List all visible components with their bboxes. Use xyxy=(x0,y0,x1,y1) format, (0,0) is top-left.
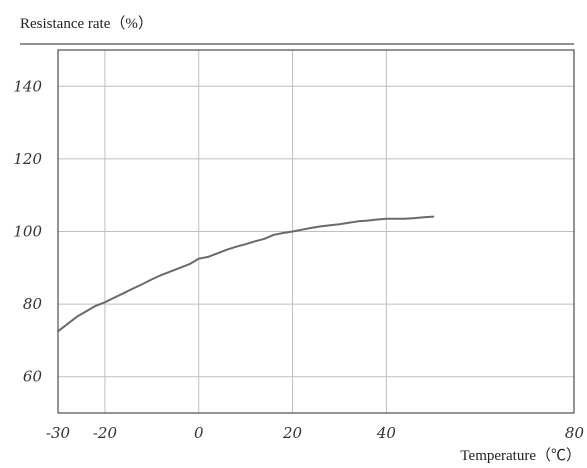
y-axis-title: Resistance rate（%） xyxy=(20,15,153,32)
x-axis-title: Temperature（℃） xyxy=(460,447,581,464)
y-tick-label: 100 xyxy=(13,223,42,241)
y-tick-labels: 60 80 100 120 140 xyxy=(13,77,42,385)
grid-layer xyxy=(58,50,574,413)
resistance-curve xyxy=(57,215,435,333)
x-tick-label: 0 xyxy=(194,424,204,442)
x-tick-label: -30 xyxy=(46,424,71,442)
y-tick-label: 140 xyxy=(13,77,42,95)
x-tick-label: -20 xyxy=(93,424,118,442)
x-tick-label: 20 xyxy=(282,424,303,442)
x-tick-labels: -30 -20 0 20 40 80 xyxy=(46,424,585,442)
y-tick-label: 120 xyxy=(13,150,42,168)
x-tick-label: 80 xyxy=(565,424,585,442)
x-tick-label: 40 xyxy=(376,424,397,442)
plot-frame xyxy=(57,49,575,414)
y-tick-label: 60 xyxy=(23,368,43,386)
curve-layer xyxy=(57,215,435,333)
y-tick-label: 80 xyxy=(23,295,43,313)
